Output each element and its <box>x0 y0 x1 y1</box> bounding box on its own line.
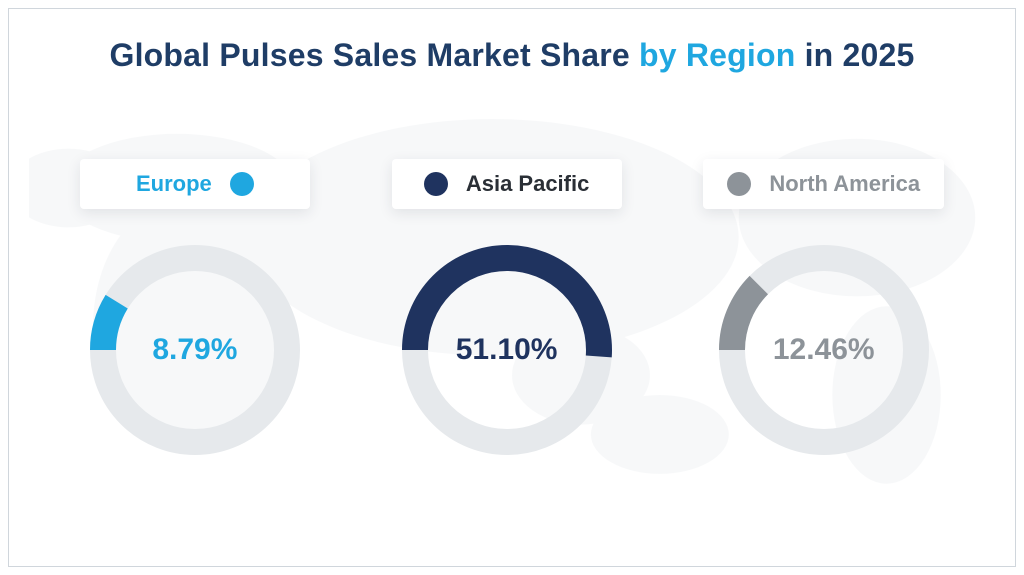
donut-chart: 51.10% <box>402 245 612 455</box>
donut-percent-label: 51.10% <box>402 245 612 455</box>
legend-dot-icon <box>727 172 751 196</box>
donut-percent-label: 8.79% <box>90 245 300 455</box>
region-label: Europe <box>136 171 212 197</box>
infographic-frame: Global Pulses Sales Market Share by Regi… <box>8 8 1016 567</box>
region-label: Asia Pacific <box>466 171 590 197</box>
region-pill: North America <box>703 159 944 209</box>
chart-title: Global Pulses Sales Market Share by Regi… <box>9 9 1015 84</box>
region-pill: Europe <box>80 159 310 209</box>
title-pre: Global Pulses Sales Market Share <box>109 37 639 73</box>
title-post: in 2025 <box>795 37 914 73</box>
regions-row: Europe 8.79% Asia Pacific 51.10% North Ameri… <box>9 159 1015 546</box>
region-pill: Asia Pacific <box>392 159 622 209</box>
region-asia-pacific: Asia Pacific 51.10% <box>392 159 622 455</box>
region-label: North America <box>769 171 920 197</box>
donut-chart: 8.79% <box>90 245 300 455</box>
donut-percent-label: 12.46% <box>719 245 929 455</box>
region-north-america: North America 12.46% <box>703 159 944 455</box>
region-europe: Europe 8.79% <box>80 159 310 455</box>
title-highlight: by Region <box>639 37 795 73</box>
legend-dot-icon <box>230 172 254 196</box>
legend-dot-icon <box>424 172 448 196</box>
donut-chart: 12.46% <box>719 245 929 455</box>
